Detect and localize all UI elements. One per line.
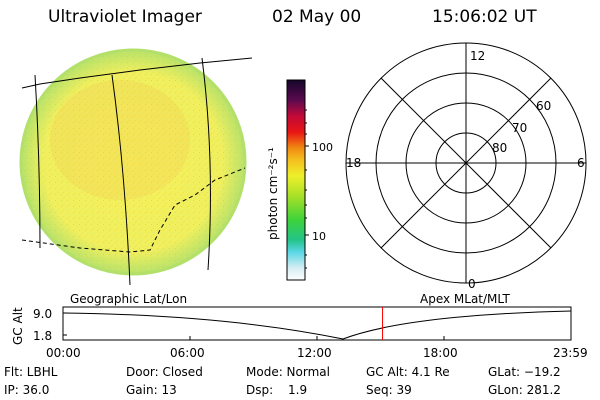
mlt-label-0: 0	[468, 277, 476, 291]
time-tick-2359: 23:59	[553, 346, 588, 360]
geographic-label: Geographic Lat/Lon	[70, 292, 188, 306]
glon-info: GLon: 281.2	[488, 383, 561, 397]
date-label: 02 May 00	[272, 7, 362, 27]
time-tick-1200: 12:00	[297, 346, 332, 360]
filter-info: Flt: LBHL	[4, 365, 58, 379]
dsp-info-label: Dsp:	[246, 383, 274, 397]
colorbar-unit-label: photon cm⁻²s⁻¹	[266, 147, 280, 240]
time-tick-0000: 00:00	[46, 346, 81, 360]
gc-alt-info: GC Alt: 4.1 Re	[366, 365, 450, 379]
alt-tick-bottom: 1.8	[33, 329, 52, 343]
mlt-label-18: 18	[346, 156, 361, 170]
time-tick-0600: 06:00	[170, 346, 205, 360]
mode-info: Mode: Normal	[246, 365, 330, 379]
seq-info: Seq: 39	[366, 383, 412, 397]
alt-axis-label: GC Alt	[11, 307, 25, 345]
mlat-label-80: 80	[492, 141, 507, 155]
time-tick-1800: 18:00	[423, 346, 458, 360]
mlt-label-6: 6	[577, 156, 585, 170]
colorbar-tick-10: 10	[312, 230, 326, 243]
mlat-label-70: 70	[512, 121, 527, 135]
dsp-info-value: 1.9	[288, 383, 308, 397]
glat-info: GLat: −19.2	[488, 365, 561, 379]
gain-info: Gain: 13	[126, 383, 177, 397]
alt-tick-top: 9.0	[33, 307, 52, 321]
geographic-grid	[21, 57, 253, 286]
colorbar-tick-100: 100	[312, 141, 333, 154]
time-label: 15:06:02 UT	[432, 7, 537, 27]
ip-info: IP: 36.0	[4, 383, 50, 397]
mlt-label-12: 12	[470, 49, 485, 63]
mlat-label-60: 60	[536, 99, 551, 113]
apex-label: Apex MLat/MLT	[420, 292, 510, 306]
door-info: Door: Closed	[126, 365, 203, 379]
instrument-title: Ultraviolet Imager	[48, 7, 202, 27]
